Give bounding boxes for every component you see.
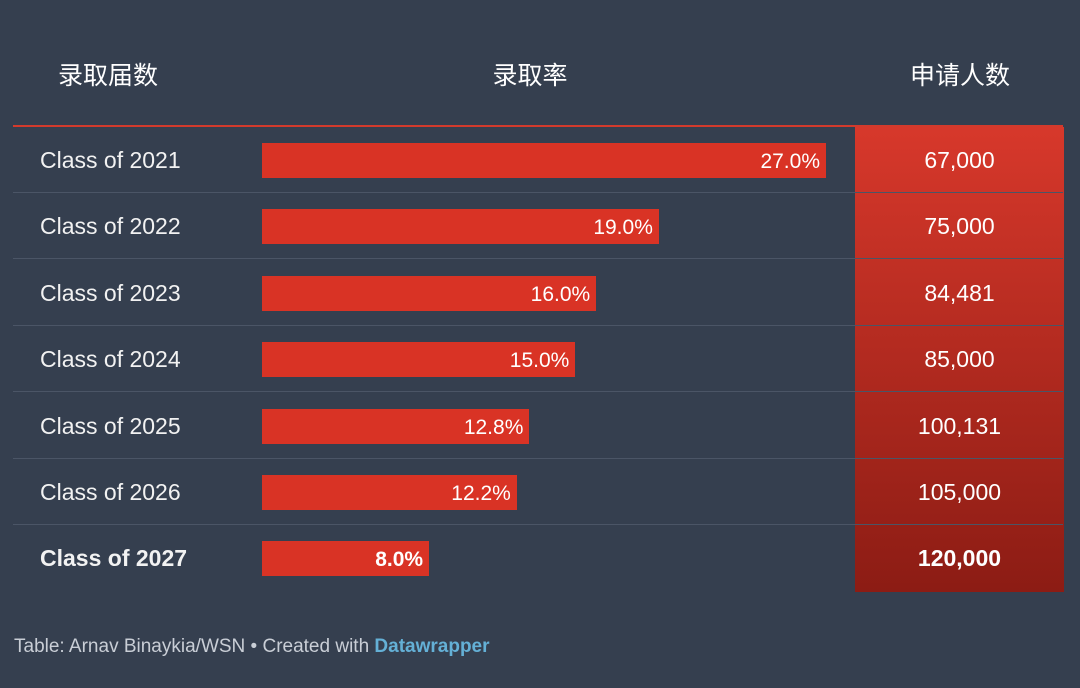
row-divider [13, 457, 1063, 459]
row-divider [13, 192, 1063, 193]
rate-label: 19.0% [593, 216, 653, 240]
rate-bar: 12.8% [262, 408, 530, 444]
table-row: Class of 2026 12.2% 105,000 [13, 459, 1063, 525]
datawrapper-link[interactable]: Datawrapper [374, 636, 490, 657]
rate-bar-track: 15.0% [262, 342, 842, 378]
rate-bar: 8.0% [262, 541, 430, 577]
table-row: Class of 2025 12.8% 100,131 [13, 393, 1063, 459]
footer-credit: Table: Arnav Binaykia/WSN • Created with… [14, 636, 490, 658]
class-label: Class of 2024 [40, 346, 181, 373]
header-divider [13, 125, 1063, 127]
class-label: Class of 2027 [40, 545, 188, 572]
applicants-value: 105,000 [917, 479, 1002, 505]
footer-credit-text: Table: Arnav Binaykia/WSN • Created with [14, 636, 375, 657]
column-header-applicants: 申请人数 [909, 61, 1010, 90]
rate-bar: 19.0% [262, 209, 659, 245]
applicants-value: 120,000 [917, 545, 1002, 572]
class-label: Class of 2021 [40, 147, 181, 173]
rate-bar-track: 12.2% [262, 475, 842, 510]
rate-label: 27.0% [760, 150, 820, 173]
class-label: Class of 2022 [40, 213, 181, 240]
applicants-value: 84,481 [924, 279, 995, 306]
row-divider [13, 391, 1063, 393]
table-row: Class of 2022 19.0% 75,000 [13, 193, 1063, 260]
rate-bar-track: 12.8% [262, 408, 842, 444]
table-row: Class of 2021 27.0% 67,000 [13, 127, 1063, 193]
class-label: Class of 2025 [40, 412, 181, 439]
rate-label: 15.0% [509, 349, 570, 373]
rate-bar-track: 16.0% [262, 275, 842, 311]
column-header-class: 录取届数 [58, 61, 159, 90]
applicants-heat-column [855, 127, 1064, 592]
applicants-value: 100,131 [917, 412, 1002, 439]
rate-label: 16.0% [530, 282, 591, 306]
applicants-value: 75,000 [924, 213, 995, 240]
row-divider [13, 324, 1063, 326]
class-label: Class of 2026 [40, 479, 181, 505]
rate-bar: 12.2% [262, 475, 517, 510]
applicants-value: 67,000 [924, 147, 995, 173]
rate-label: 8.0% [375, 548, 424, 572]
row-divider [13, 258, 1063, 260]
rate-bar-track: 8.0% [262, 541, 842, 577]
rate-bar-track: 27.0% [262, 143, 842, 178]
applicants-value: 85,000 [924, 346, 995, 373]
table-row: Class of 2027 8.0% 120,000 [13, 525, 1063, 591]
rate-bar-track: 19.0% [262, 209, 842, 245]
row-divider [13, 524, 1063, 525]
rate-bar: 15.0% [262, 342, 576, 378]
rate-label: 12.2% [451, 482, 511, 505]
rate-bar: 16.0% [262, 275, 597, 311]
class-label: Class of 2023 [40, 279, 181, 306]
table-row: Class of 2024 15.0% 85,000 [13, 326, 1063, 393]
column-header-rate: 录取率 [492, 61, 568, 90]
rate-label: 12.8% [463, 415, 524, 439]
table-row: Class of 2023 16.0% 84,481 [13, 260, 1063, 326]
rate-bar: 27.0% [262, 143, 826, 178]
